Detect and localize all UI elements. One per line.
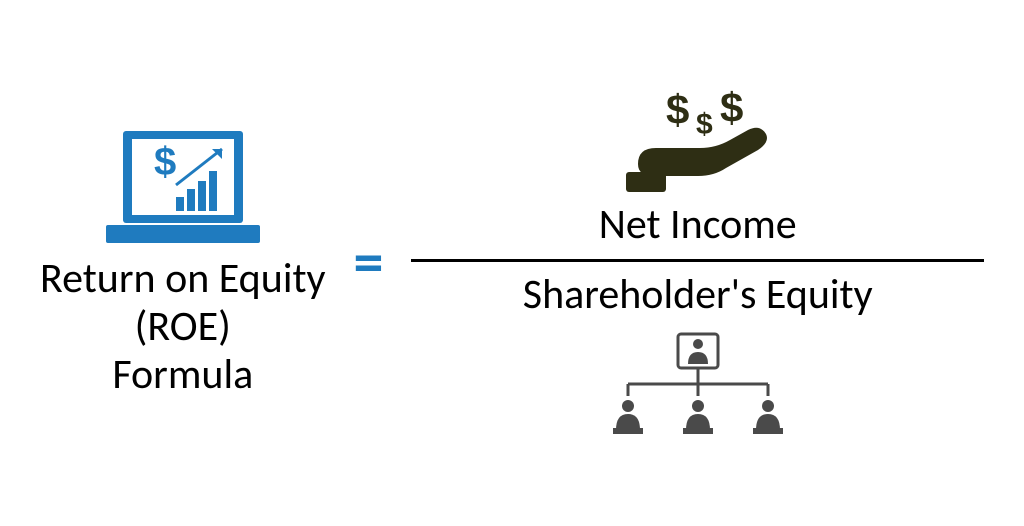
svg-text:$: $ xyxy=(666,86,689,133)
roe-title: Return on Equity (ROE) Formula xyxy=(40,255,326,400)
roe-title-line3: Formula xyxy=(40,351,326,399)
formula-left-side: $ Return on Equity (ROE) Formula xyxy=(40,127,326,400)
equals-sign: = xyxy=(354,233,384,293)
hand-money-icon: $ $ $ xyxy=(608,86,788,196)
roe-title-line1: Return on Equity xyxy=(40,255,326,303)
org-chart-icon xyxy=(598,330,798,440)
roe-title-line2: (ROE) xyxy=(40,303,326,351)
roe-formula: $ Return on Equity (ROE) Formula = $ $ $ xyxy=(0,86,1024,440)
laptop-chart-icon: $ xyxy=(98,127,268,247)
fraction-bar xyxy=(411,259,984,262)
numerator-label: Net Income xyxy=(599,200,797,250)
svg-text:$: $ xyxy=(720,86,743,131)
denominator-label: Shareholder's Equity xyxy=(523,270,873,320)
svg-text:$: $ xyxy=(696,108,713,141)
formula-right-side: $ $ $ Net Income Shareholder's Equity xyxy=(411,86,984,440)
svg-text:$: $ xyxy=(154,140,176,184)
